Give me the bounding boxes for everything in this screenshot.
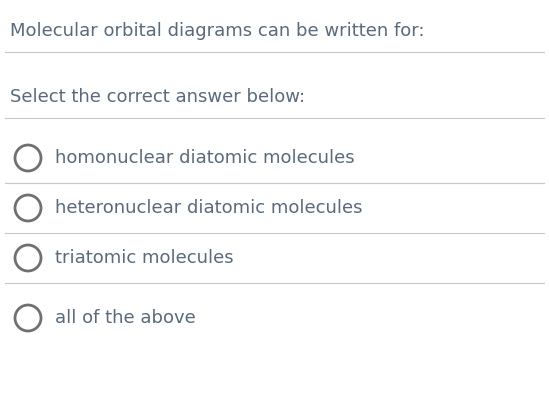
Text: all of the above: all of the above	[55, 309, 196, 327]
Text: homonuclear diatomic molecules: homonuclear diatomic molecules	[55, 149, 355, 167]
Text: heteronuclear diatomic molecules: heteronuclear diatomic molecules	[55, 199, 362, 217]
Text: Select the correct answer below:: Select the correct answer below:	[10, 88, 305, 106]
Text: triatomic molecules: triatomic molecules	[55, 249, 234, 267]
Text: Molecular orbital diagrams can be written for:: Molecular orbital diagrams can be writte…	[10, 22, 424, 40]
